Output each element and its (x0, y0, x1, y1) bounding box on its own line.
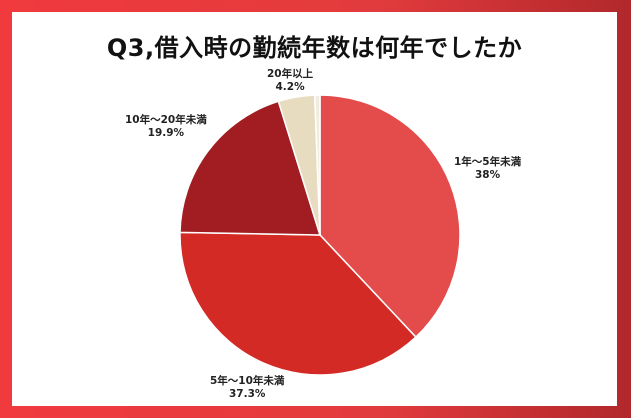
pie-slice-5 (313, 94, 321, 236)
pie-slice-2 (179, 231, 417, 376)
slice-label-3-name: 10年～20年未満 (125, 114, 207, 126)
slice-label-3: 10年～20年未満 19.9% (125, 114, 207, 140)
slice-label-1-value: 38% (474, 169, 501, 181)
chart-title: Q3,借入時の勤続年数は何年でしたか (106, 34, 523, 62)
slice-label-1: 1年～5年未満 38% (454, 156, 521, 182)
slice-label-4: 20年以上 4.2% (267, 68, 313, 94)
slice-label-2-value: 37.3% (228, 388, 266, 400)
chart-card: Q3,借入時の勤続年数は何年でしたか 1年～5年未満 38% 5年～10年未満 … (12, 12, 617, 406)
slice-label-3-value: 19.9% (147, 127, 185, 139)
pie-slice-3 (179, 100, 322, 236)
slice-label-1-name: 1年～5年未満 (454, 156, 522, 168)
pie-chart (179, 94, 461, 376)
slice-label-2: 5年～10年未満 37.3% (210, 375, 284, 401)
slice-label-4-name: 20年以上 (267, 68, 314, 80)
slice-label-4-value: 4.2% (275, 81, 305, 93)
slice-label-2-name: 5年～10年未満 (210, 375, 285, 387)
pie-slice-1 (319, 94, 461, 339)
